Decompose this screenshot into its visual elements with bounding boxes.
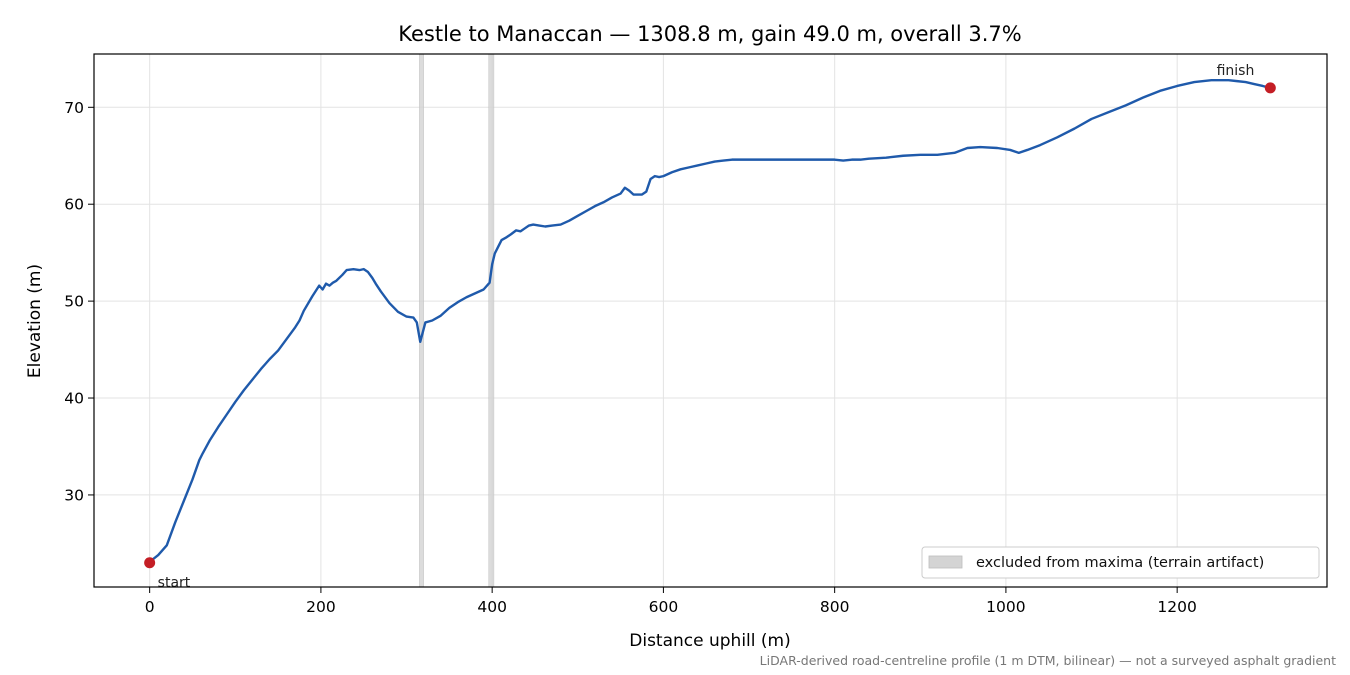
start-marker [144,557,156,569]
legend: excluded from maxima (terrain artifact) [921,546,1320,579]
chart-title: Kestle to Manaccan — 1308.8 m, gain 49.0… [398,22,1021,46]
x-axis-ticks: 0 200 400 600 800 1000 1200 [145,587,1197,616]
x-tick-label: 1200 [1157,598,1196,616]
finish-marker [1264,82,1276,94]
x-tick-label: 600 [649,598,679,616]
y-tick-label: 70 [64,99,84,117]
legend-box [921,546,1320,579]
y-tick-label: 60 [64,196,84,214]
x-tick-label: 800 [820,598,850,616]
legend-swatch [928,555,963,569]
footnote: LiDAR-derived road-centreline profile (1… [760,653,1336,668]
legend-label: excluded from maxima (terrain artifact) [976,555,1264,571]
y-tick-label: 30 [64,486,84,504]
elevation-line [148,78,1272,563]
y-axis-ticks: 30 40 50 60 70 [64,99,94,504]
x-tick-label: 0 [145,598,155,616]
x-tick-label: 400 [477,598,507,616]
start-label: start [158,575,191,591]
plot-frame [93,53,1328,588]
x-tick-label: 200 [306,598,336,616]
grid [94,54,1327,587]
y-axis-label: Elevation (m) [25,264,45,378]
x-tick-label: 1000 [986,598,1025,616]
excluded-band [488,53,495,588]
markers: start finish [144,63,1276,591]
y-tick-label: 50 [64,293,84,311]
series-layer [148,78,1272,563]
finish-label: finish [1217,63,1255,79]
x-axis-label: Distance uphill (m) [629,631,790,651]
excluded-band [419,53,424,588]
y-tick-label: 40 [64,390,84,408]
